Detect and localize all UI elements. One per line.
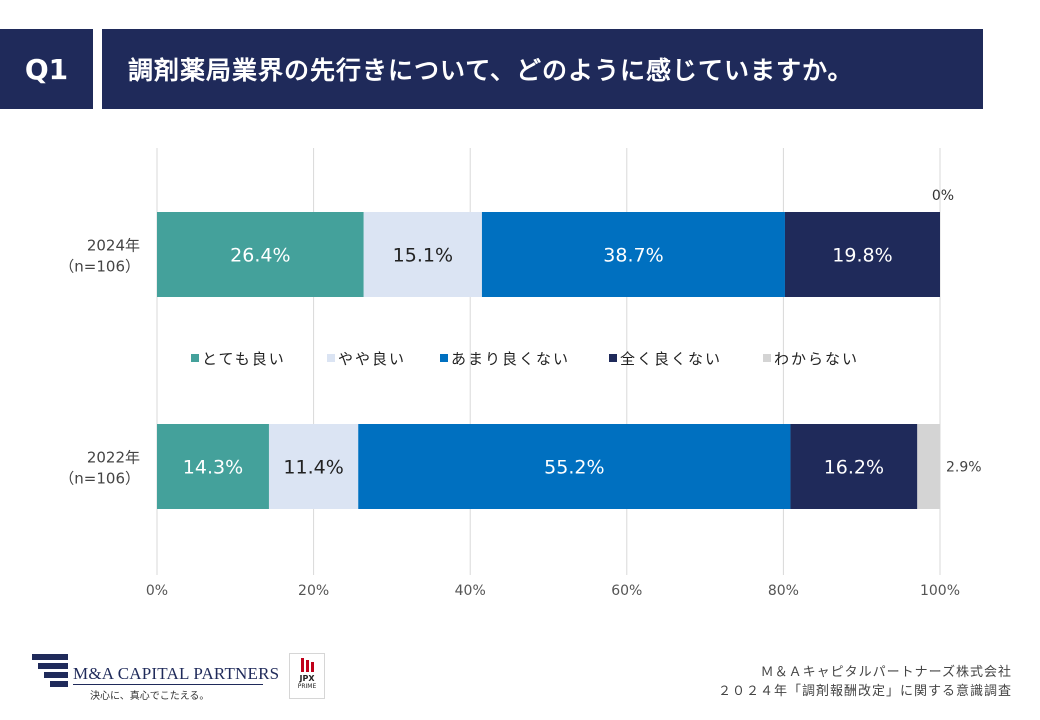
data-label: 11.4%	[283, 457, 343, 479]
category-label: 2022年	[87, 449, 140, 467]
data-label: 38.7%	[603, 245, 663, 267]
logo-tagline: 決心に、真心でこたえる。	[90, 691, 210, 702]
x-tick-label: 0%	[146, 583, 168, 599]
legend-swatch	[440, 354, 448, 362]
data-label: 55.2%	[544, 457, 604, 479]
stacked-bar-chart: 0% 20% 40% 60% 80% 100% 26.4% 15.1% 38.7% 19.8% 0%…	[59, 148, 982, 599]
x-tick-label: 40%	[455, 583, 486, 599]
data-label: 15.1%	[393, 245, 453, 267]
legend-swatch	[191, 354, 199, 362]
legend-label: やや良い	[338, 350, 406, 368]
category-label: （n=106）	[59, 470, 140, 488]
bar-segment	[268, 424, 359, 509]
legend-swatch	[609, 354, 617, 362]
category-label: （n=106）	[59, 258, 140, 276]
category-label: 2024年	[87, 237, 140, 255]
legend-swatch	[763, 354, 771, 362]
bar-segment	[358, 424, 791, 509]
question-number: Q1	[0, 29, 93, 109]
source-survey: ２０２４年「調剤報酬改定」に関する意識調査	[717, 684, 1012, 699]
legend-label: とても良い	[202, 350, 286, 368]
logo-mark-icon	[32, 654, 68, 687]
question-title: 調剤薬局業界の先行きについて、どのように感じていますか。	[102, 29, 983, 109]
data-label: 16.2%	[824, 457, 884, 479]
bar-segment	[157, 212, 364, 297]
jpx-prime-badge: JPX PRIME	[289, 653, 325, 699]
legend-label: あまり良くない	[451, 350, 570, 368]
source-note: Ｍ＆Ａキャピタルパートナーズ株式会社 ２０２４年「調剤報酬改定」に関する意識調査	[718, 663, 1012, 701]
source-company: Ｍ＆Ａキャピタルパートナーズ株式会社	[760, 665, 1012, 680]
legend-swatch	[327, 354, 335, 362]
jpx-label: JPX	[299, 674, 315, 683]
data-label: 26.4%	[230, 245, 290, 267]
bar-segment	[790, 424, 918, 509]
bar-segment	[481, 212, 785, 297]
x-tick-label: 80%	[768, 583, 799, 599]
x-tick-label: 60%	[611, 583, 642, 599]
jpx-bars-icon	[299, 658, 315, 672]
data-label: 14.3%	[183, 457, 243, 479]
data-label: 2.9%	[946, 460, 982, 476]
company-logo: M&A CAPITAL PARTNERS 決心に、真心でこたえる。	[32, 648, 332, 708]
x-tick-label: 100%	[920, 583, 960, 599]
logo-name: M&A CAPITAL PARTNERS	[73, 664, 280, 683]
data-label: 0%	[932, 188, 954, 204]
data-label: 19.8%	[832, 245, 892, 267]
legend-label: わからない	[774, 350, 859, 368]
bar-segment	[157, 424, 269, 509]
jpx-prime-label: PRIME	[297, 683, 317, 690]
x-tick-label: 20%	[298, 583, 329, 599]
bar-segment	[363, 212, 482, 297]
logo-divider	[73, 684, 263, 685]
legend-label: 全く良くない	[620, 350, 722, 368]
bar-segment	[784, 212, 940, 297]
bar-segment	[917, 424, 940, 509]
